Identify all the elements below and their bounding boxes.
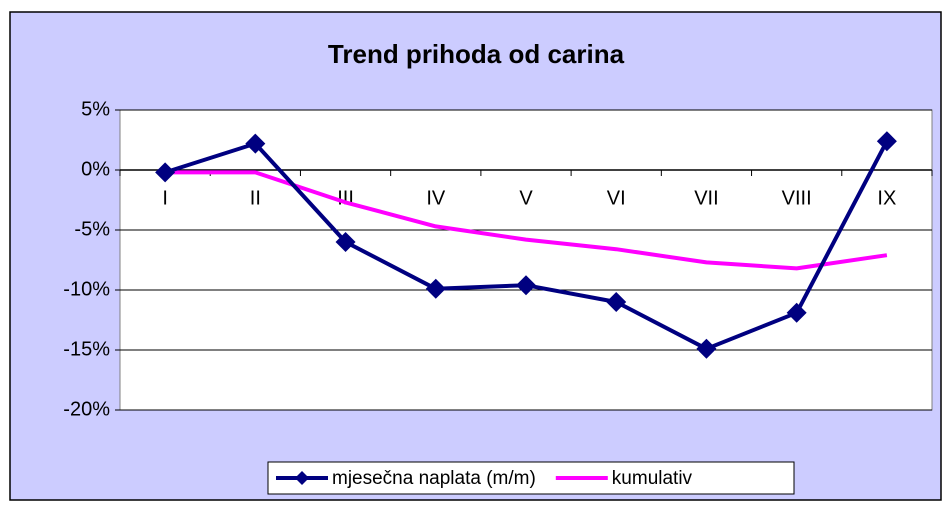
legend-label: mjesečna naplata (m/m) — [332, 468, 536, 489]
x-tick-label: I — [162, 187, 168, 209]
x-tick-label: VII — [694, 187, 718, 209]
data-point — [516, 275, 536, 296]
plot-area — [119, 109, 933, 411]
data-point — [245, 133, 266, 154]
x-tick-label: V — [519, 187, 533, 209]
x-tick-label: IX — [877, 187, 896, 209]
y-tick-label: -15% — [63, 338, 110, 360]
data-point — [335, 232, 356, 252]
x-tick-label: IV — [426, 187, 446, 209]
y-tick-label: 5% — [81, 98, 110, 120]
x-tick-label: II — [250, 187, 261, 209]
y-tick-label: -20% — [63, 398, 110, 420]
x-tick-label: VIII — [782, 187, 812, 209]
x-tick-label: VI — [607, 187, 626, 209]
data-point — [155, 162, 176, 183]
data-point — [876, 131, 897, 152]
series-line — [165, 170, 888, 271]
y-tick-label: -5% — [74, 218, 110, 240]
data-point — [606, 292, 627, 312]
y-tick-label: 0% — [81, 158, 110, 180]
legend-box — [267, 461, 795, 495]
chart-title: Trend prihoda od carina — [328, 39, 625, 69]
legend-label: kumulativ — [612, 468, 693, 489]
data-point — [786, 302, 807, 323]
y-tick-label: -10% — [63, 278, 110, 300]
data-point — [425, 278, 446, 299]
data-point — [696, 338, 717, 359]
legend-marker — [295, 471, 309, 485]
